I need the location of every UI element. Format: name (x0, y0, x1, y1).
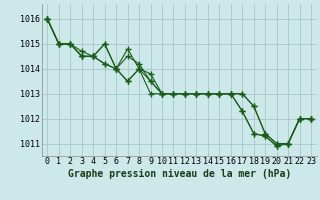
X-axis label: Graphe pression niveau de la mer (hPa): Graphe pression niveau de la mer (hPa) (68, 169, 291, 179)
